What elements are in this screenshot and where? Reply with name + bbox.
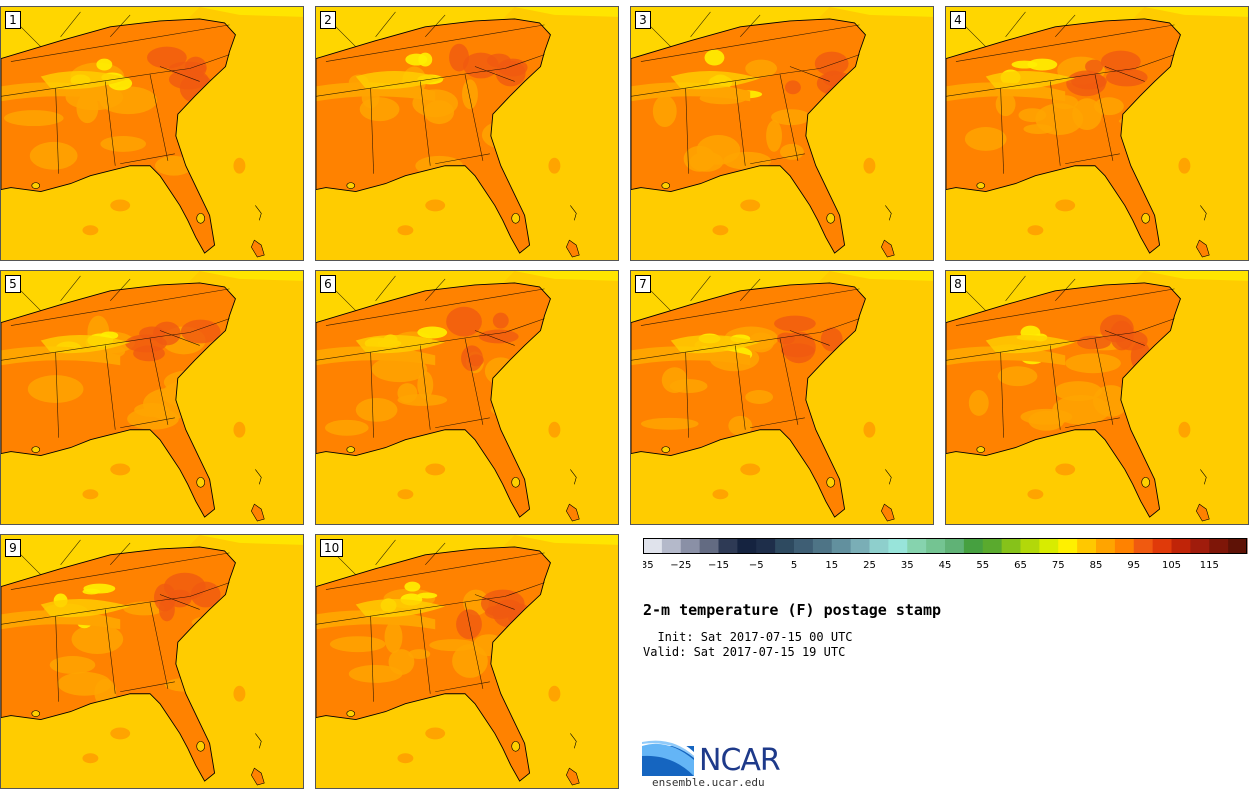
colorbar-swatch	[850, 538, 871, 554]
ensemble-member-panel: 8	[945, 270, 1249, 525]
colorbar-swatch	[907, 538, 927, 554]
colorbar-swatch	[1096, 538, 1116, 554]
panel-number: 10	[320, 539, 344, 557]
colorbar-tick-label: 35	[901, 560, 914, 571]
colorbar-swatch	[869, 538, 889, 554]
colorbar-tick-label: 65	[1014, 560, 1027, 571]
colorbar-tick-label: 15	[825, 560, 838, 571]
colorbar-tick-label: 5	[791, 560, 797, 571]
panel-number: 5	[5, 275, 21, 293]
colorbar-tick-label: 25	[863, 560, 876, 571]
map-title: 2-m temperature (F) postage stamp	[643, 601, 942, 619]
colorbar-swatch	[1001, 538, 1022, 554]
colorbar-swatch	[1114, 538, 1135, 554]
colorbar-swatch	[737, 538, 757, 554]
init-time: Init: Sat 2017-07-15 00 UTC	[643, 630, 853, 644]
ensemble-member-panel: 7	[630, 270, 934, 525]
colorbar-swatch	[1209, 538, 1229, 554]
colorbar-tick-label: 115	[1200, 560, 1219, 571]
colorbar-swatch	[794, 538, 814, 554]
ensemble-member-panel: 1	[0, 6, 304, 261]
colorbar-swatch	[1020, 538, 1040, 554]
colorbar-tick-label: 105	[1162, 560, 1181, 571]
colorbar-swatch	[661, 538, 682, 554]
colorbar-swatch	[1039, 538, 1059, 554]
colorbar-swatch	[963, 538, 984, 554]
colorbar-swatch	[1152, 538, 1173, 554]
panel-number: 2	[320, 11, 336, 29]
ensemble-member-panel: 6	[315, 270, 619, 525]
panel-number: 4	[950, 11, 966, 29]
ncar-logo-icon	[642, 736, 694, 776]
colorbar-tick-label: 85	[1090, 560, 1103, 571]
ensemble-member-panel: 10	[315, 534, 619, 789]
colorbar-swatch	[888, 538, 908, 554]
colorbar-swatch	[1190, 538, 1210, 554]
panel-number: 3	[635, 11, 651, 29]
colorbar-swatch	[1133, 538, 1154, 554]
ncar-logo-text: NCAR	[699, 743, 781, 778]
panel-number: 1	[5, 11, 21, 29]
colorbar-tick-label: −25	[670, 560, 691, 571]
colorbar-swatch	[643, 538, 663, 554]
colorbar-tick-label: 75	[1052, 560, 1065, 571]
colorbar-tick-label: 55	[976, 560, 989, 571]
colorbar-swatch	[812, 538, 833, 554]
colorbar-swatch	[718, 538, 738, 554]
panel-number: 9	[5, 539, 21, 557]
colorbar-swatch	[1228, 538, 1248, 554]
ensemble-member-panel: 3	[630, 6, 934, 261]
colorbar-border	[643, 538, 1247, 554]
colorbar-swatch	[756, 538, 776, 554]
ensemble-member-panel: 2	[315, 6, 619, 261]
colorbar-tick-label: 45	[939, 560, 952, 571]
colorbar-swatch	[945, 538, 965, 554]
colorbar-tick-label: 95	[1127, 560, 1140, 571]
colorbar-swatch	[1171, 538, 1191, 554]
colorbar-swatch	[1077, 538, 1097, 554]
colorbar-tick-label: −35	[643, 560, 654, 571]
colorbar-swatch	[982, 538, 1003, 554]
valid-time: Valid: Sat 2017-07-15 19 UTC	[643, 645, 846, 659]
colorbar-swatch	[831, 538, 852, 554]
colorbar-swatch	[680, 538, 701, 554]
colorbar-swatch	[699, 538, 720, 554]
ensemble-member-panel: 5	[0, 270, 304, 525]
colorbar: −35 −25 −15 −5 5 15 25 35 45 55 65 75 85 95 105 115	[643, 538, 1248, 571]
colorbar-tick-label: −15	[708, 560, 729, 571]
colorbar-swatch	[775, 538, 795, 554]
ensemble-member-panel: 9	[0, 534, 304, 789]
logo-url: ensemble.ucar.edu	[652, 776, 765, 789]
colorbar-tick-label: −5	[749, 560, 764, 571]
panel-number: 7	[635, 275, 651, 293]
panel-number: 6	[320, 275, 336, 293]
colorbar-swatch	[926, 538, 946, 554]
panel-number: 8	[950, 275, 966, 293]
ensemble-member-panel: 4	[945, 6, 1249, 261]
colorbar-swatch	[1058, 538, 1078, 554]
